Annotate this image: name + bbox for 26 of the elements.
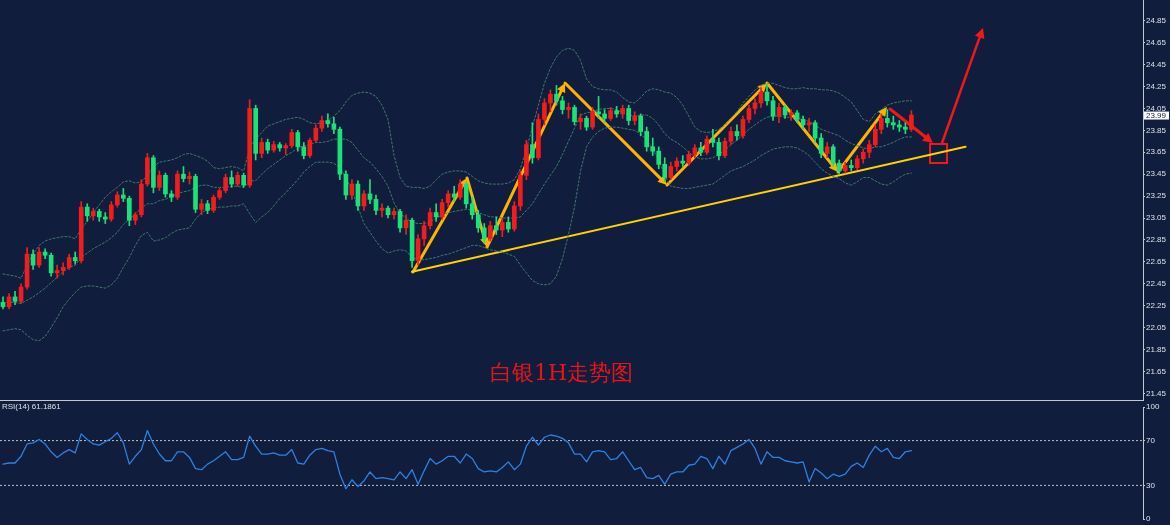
y-tick-label: 22.65 (1146, 257, 1167, 267)
y-tick-label: 100 (1146, 402, 1160, 412)
y-tick-label: 24.85 (1146, 16, 1167, 26)
y-tick-label: 24.65 (1146, 37, 1167, 47)
line-series (2, 47, 912, 279)
y-tick-label: 24.25 (1146, 81, 1167, 91)
text: 白银1H走势图 (490, 360, 634, 385)
y-tick-label: 22.85 (1146, 235, 1167, 245)
y-tick-label: 24.45 (1146, 59, 1167, 69)
y-tick-label: 23.45 (1146, 169, 1167, 179)
y-tick-label: 23.65 (1146, 147, 1167, 157)
y-tick-label: 23.25 (1146, 191, 1167, 201)
y-tick-label: 22.05 (1146, 322, 1167, 332)
y-tick-label: 70 (1146, 435, 1156, 445)
y-tick-label: 23.85 (1146, 125, 1167, 135)
y-tick-label: 0 (1146, 514, 1151, 524)
y-tick-label: 21.45 (1146, 388, 1167, 398)
annotation: 23.99 (1146, 110, 1167, 120)
y-tick-label: 30 (1146, 480, 1156, 490)
y-tick-label: 24.05 (1146, 103, 1167, 113)
y-tick-label: 21.85 (1146, 344, 1167, 354)
y-tick-label: 21.65 (1146, 366, 1167, 376)
y-tick-label: 23.05 (1146, 213, 1167, 223)
y-tick-label: 22.45 (1146, 278, 1167, 288)
y-tick-label: 22.25 (1146, 300, 1167, 310)
chart-title: RSI(14) 61.1861 (2, 402, 61, 411)
